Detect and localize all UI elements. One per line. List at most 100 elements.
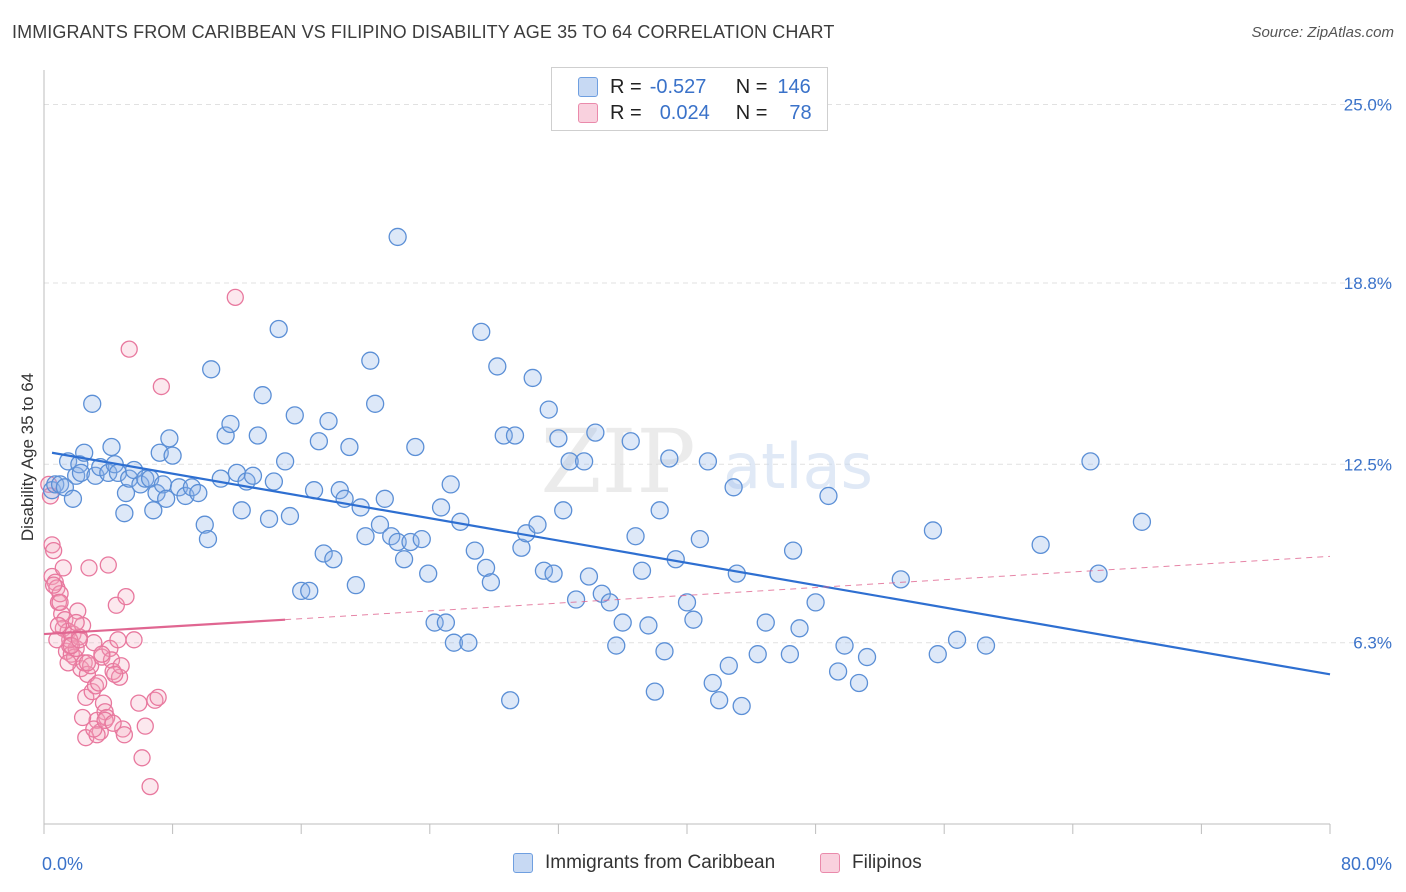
caribbean-point <box>157 489 176 508</box>
caribbean-point <box>684 610 703 629</box>
filipinos-point <box>44 541 63 560</box>
caribbean-point <box>131 475 150 494</box>
filipinos-point <box>146 691 164 709</box>
caribbean-point <box>632 561 652 580</box>
caribbean-point <box>1031 535 1050 554</box>
filipinos-point <box>115 726 134 744</box>
caribbean-point <box>253 386 272 405</box>
caribbean-point <box>431 498 451 517</box>
caribbean-point <box>346 575 366 595</box>
filipinos-point <box>120 340 138 358</box>
caribbean-point <box>698 452 718 471</box>
caribbean-point <box>300 581 319 601</box>
caribbean-point <box>459 633 478 652</box>
x-tick-label: 80.0% <box>1341 854 1392 874</box>
caribbean-point <box>243 466 263 485</box>
caribbean-point <box>1081 452 1100 471</box>
caribbean-point <box>835 636 854 655</box>
caribbean-point <box>406 437 425 457</box>
caribbean-point <box>512 538 531 557</box>
filipinos-point <box>152 377 170 396</box>
stats-legend: R = -0.527 N = 146 R = 0.024 N = 78 <box>551 67 828 131</box>
caribbean-point <box>613 613 632 632</box>
caribbean-point <box>849 673 869 693</box>
caribbean-point <box>370 515 390 534</box>
filipinos-point <box>93 645 111 663</box>
watermark-atlas: atlas <box>723 430 873 503</box>
caribbean-point <box>600 593 619 612</box>
caribbean-point <box>275 452 295 471</box>
caribbean-point <box>566 590 586 609</box>
caribbean-point <box>324 550 343 569</box>
chart-title: IMMIGRANTS FROM CARIBBEAN VS FILIPINO DI… <box>12 22 835 42</box>
caribbean-point <box>523 368 542 388</box>
filipinos-point <box>48 631 66 649</box>
caribbean-point <box>375 489 394 508</box>
y-axis-label: Disability Age 35 to 64 <box>18 373 37 541</box>
caribbean-point <box>481 573 501 592</box>
caribbean-point <box>790 619 809 638</box>
caribbean-point <box>388 227 407 247</box>
caribbean-point <box>710 691 729 710</box>
caribbean-point <box>621 432 640 451</box>
filipinos-trend-line <box>43 618 286 636</box>
filipinos-point <box>59 654 77 672</box>
caribbean-point <box>211 469 230 488</box>
caribbean-point <box>703 673 722 693</box>
series-legend-caribbean[interactable]: Immigrants from Caribbean <box>513 852 775 874</box>
filipinos-point <box>49 616 68 635</box>
caribbean-point <box>116 483 136 503</box>
source-label: Source: ZipAtlas.com <box>1251 24 1394 41</box>
caribbean-point <box>216 426 235 445</box>
watermark-zip: ZIP <box>540 410 695 513</box>
x-tick-label: 0.0% <box>42 854 83 874</box>
caribbean-point <box>163 446 182 465</box>
caribbean-point <box>639 616 658 635</box>
caribbean-point <box>756 613 775 632</box>
legend-row-filipinos: R = 0.024 N = 78 <box>552 100 812 126</box>
caribbean-point <box>472 322 491 342</box>
filipinos-point <box>99 556 117 574</box>
caribbean-point <box>947 630 967 649</box>
legend-r-label: R = <box>610 75 642 98</box>
filipinos-point <box>80 559 98 577</box>
caribbean-point <box>501 691 520 710</box>
caribbean-point <box>264 472 284 491</box>
caribbean-point <box>806 593 825 612</box>
caribbean-point <box>574 452 594 471</box>
caribbean-trend-line <box>51 451 1331 676</box>
caribbean-point <box>221 414 240 434</box>
filipinos-point <box>44 576 63 594</box>
caribbean-point <box>67 466 86 485</box>
caribbean-point <box>319 411 338 431</box>
legend-swatch-blue <box>578 77 598 97</box>
caribbean-point <box>115 504 134 523</box>
series-legend-filipinos[interactable]: Filipinos <box>820 852 922 874</box>
legend-n-label: N = <box>735 101 768 124</box>
legend-row-caribbean: R = -0.527 N = 146 <box>552 74 811 100</box>
caribbean-point <box>102 437 121 457</box>
legend-n-value: 78 <box>789 101 812 124</box>
caribbean-point <box>783 541 803 560</box>
caribbean-point <box>655 642 674 661</box>
caribbean-point <box>748 645 767 664</box>
caribbean-point <box>269 319 288 339</box>
filipinos-point <box>125 631 143 649</box>
caribbean-point <box>626 527 645 546</box>
legend-r-value: -0.527 <box>649 75 707 98</box>
y-tick-label: 18.8% <box>1344 274 1392 293</box>
series-swatch-pink <box>820 853 840 873</box>
filipinos-point <box>149 688 167 707</box>
caribbean-point <box>857 647 877 667</box>
filipinos-point <box>94 694 113 712</box>
caribbean-point <box>724 478 743 497</box>
filipinos-point <box>141 777 159 796</box>
caribbean-point <box>63 489 83 508</box>
caribbean-point <box>928 645 947 664</box>
caribbean-point <box>732 696 751 716</box>
caribbean-point <box>465 541 484 560</box>
filipinos-point <box>133 749 151 767</box>
filipinos-point <box>54 559 72 577</box>
filipinos-point <box>136 717 154 735</box>
